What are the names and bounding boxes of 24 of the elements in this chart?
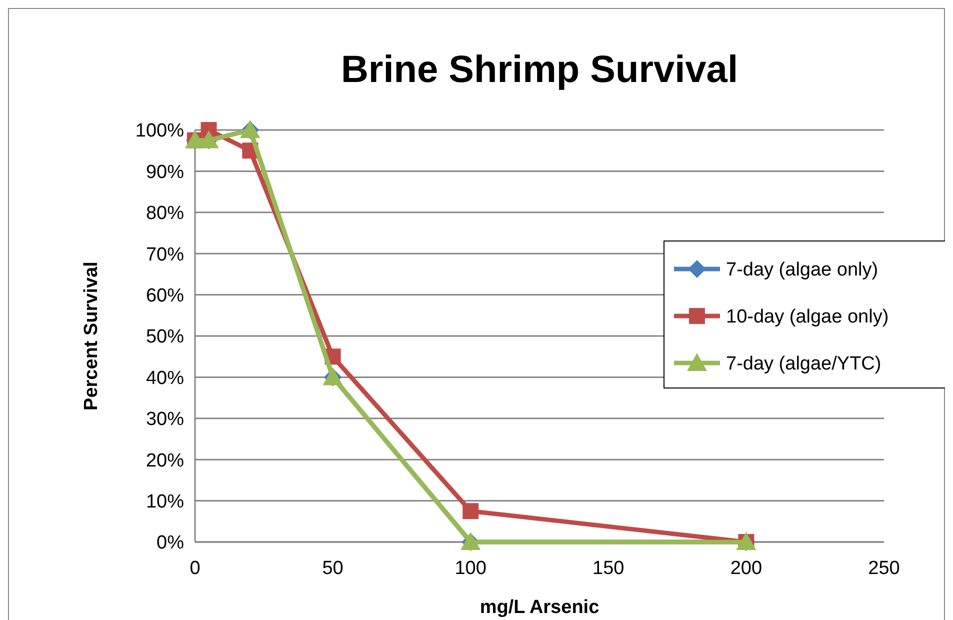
legend-label: 10-day (algae only) [726,306,889,328]
x-tick-label: 150 [592,558,624,579]
y-tick-label: 10% [146,491,184,512]
x-tick-label: 250 [868,558,900,579]
y-tick-label: 100% [135,120,184,142]
y-tick-label: 40% [146,368,184,389]
y-tick-label: 0% [156,532,184,554]
chart-title: Brine Shrimp Survival [340,49,738,91]
y-tick-label: 90% [146,162,184,183]
point [462,503,479,520]
x-axis-title: mg/L Arsenic [480,597,600,618]
y-tick-label: 30% [146,409,184,430]
y-tick-label: 50% [146,326,184,348]
x-tick-label: 50 [322,558,344,579]
y-tick-label: 60% [146,285,184,306]
x-tick-label: 200 [730,558,762,579]
y-axis-title: Percent Survival [81,262,102,410]
x-tick-label: 0 [190,558,200,579]
legend-label: 7-day (algae only) [726,260,878,281]
y-tick-label: 20% [146,450,184,472]
y-tick-label: 70% [146,244,184,266]
y-tick-label: 80% [146,203,184,224]
legend-label: 7-day (algae/YTC) [726,354,882,375]
x-tick-label: 100 [454,558,486,579]
